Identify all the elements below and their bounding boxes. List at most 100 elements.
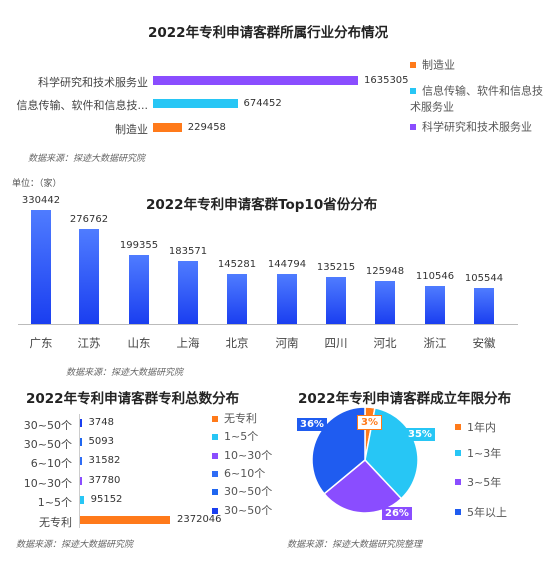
chart3-bar: [80, 496, 84, 504]
chart3-bar: [80, 477, 82, 485]
chart3-category-label: 无专利: [39, 516, 72, 529]
chart3-legend-item: 30~50个: [212, 485, 272, 499]
chart2-source: 数据来源：探迹大数据研究院: [66, 368, 184, 378]
chart2-category-label: 江苏: [77, 336, 101, 350]
chart3-value-label: 3748: [88, 417, 114, 428]
legend-swatch: [410, 62, 416, 68]
chart3-value-label: 31582: [88, 455, 121, 466]
chart2-category-label: 广东: [29, 336, 53, 350]
legend-swatch: [212, 452, 218, 459]
chart2-unit: 单位：（家）: [12, 179, 62, 189]
chart3-value-label: 5093: [88, 436, 114, 447]
legend-swatch: [455, 424, 461, 430]
legend-swatch: [212, 507, 218, 514]
chart4-slice-label: 36%: [297, 418, 327, 431]
chart3-bar: [80, 516, 170, 524]
chart1-value-label: 1635305: [364, 75, 409, 86]
chart2-bar: [277, 274, 297, 324]
chart3-legend-item: 30~50个: [212, 504, 272, 518]
legend-swatch: [212, 434, 218, 441]
chart4-slice-label: 3%: [357, 415, 382, 430]
chart4-slice-label: 35%: [405, 428, 435, 441]
chart1-category-label: 制造业: [115, 123, 148, 136]
chart4-slice-2: [323, 458, 403, 514]
chart3-legend-label: 30~50个: [224, 485, 273, 499]
chart3-legend-label: 1~5个: [224, 430, 259, 444]
chart3-bar: [80, 457, 82, 465]
chart4-title: 2022年专利申请客群成立年限分布: [298, 391, 512, 407]
legend-swatch: [410, 124, 416, 130]
chart2-value-label: 144794: [267, 259, 307, 271]
chart2-category-label: 山东: [127, 336, 151, 350]
chart1-value-label: 674452: [243, 98, 282, 109]
chart2-value-label: 145281: [217, 258, 257, 270]
chart4-legend-item: 1~3年: [455, 445, 501, 461]
chart1-legend-label: 信息传输、软件和信息技术服务业: [410, 84, 543, 114]
chart3-legend-item: 10~30个: [212, 449, 272, 463]
chart2-category-label: 北京: [225, 336, 249, 350]
chart3-legend-label: 10~30个: [224, 448, 273, 462]
chart4-legend-item: 3~5年: [455, 474, 501, 490]
legend-swatch: [212, 489, 218, 496]
chart1-legend-label: 科学研究和技术服务业: [422, 120, 532, 134]
chart1-legend-item: 信息传输、软件和信息技术服务业: [410, 83, 550, 114]
chart3-legend-label: 30~50个: [224, 503, 273, 517]
chart1-category-label: 科学研究和技术服务业: [38, 76, 148, 89]
chart3-legend-label: 6~10个: [224, 466, 266, 480]
chart1-bar: [153, 122, 182, 132]
chart3-source: 数据来源：探迹大数据研究院: [16, 540, 134, 550]
chart4-source: 数据来源：探迹大数据研究院整理: [287, 540, 423, 550]
chart1-source: 数据来源：探迹大数据研究院: [28, 154, 146, 164]
chart2-bar: [425, 285, 445, 324]
chart2-value-label: 110546: [415, 270, 455, 282]
chart3-category-label: 30~50个: [23, 438, 72, 451]
chart2-x-axis: [18, 324, 518, 325]
chart2-category-label: 浙江: [423, 336, 447, 350]
chart2-value-label: 105544: [464, 272, 504, 284]
chart4-legend-label: 5年以上: [467, 506, 507, 519]
chart2-category-label: 安徽: [472, 336, 496, 350]
chart3-value-label: 2372046: [177, 514, 222, 525]
chart1-legend-item: 制造业: [410, 57, 550, 73]
chart2-value-label: 330442: [21, 195, 61, 206]
chart1-value-label: 229458: [187, 122, 226, 133]
chart3-value-label: 37780: [88, 475, 121, 486]
chart2-bar: [474, 287, 494, 324]
legend-swatch: [455, 479, 461, 485]
chart1-legend-label: 制造业: [422, 58, 455, 72]
chart4-legend-item: 5年以上: [455, 504, 507, 520]
chart3-category-label: 10~30个: [23, 477, 72, 490]
chart1-title: 2022年专利申请客群所属行业分布情况: [148, 25, 389, 41]
chart2-category-label: 上海: [176, 336, 200, 350]
chart2-value-label: 199355: [119, 240, 159, 252]
legend-swatch: [212, 470, 218, 477]
chart3-legend-item: 1~5个: [212, 430, 258, 444]
chart2-value-label: 135215: [316, 262, 356, 274]
legend-swatch: [410, 88, 416, 94]
chart2-bar: [31, 210, 51, 324]
chart4-legend-item: 1年内: [455, 419, 496, 435]
chart2-title: 2022年专利申请客群Top10省份分布: [146, 197, 378, 213]
chart3-category-label: 1~5个: [37, 496, 72, 509]
chart2-category-label: 河北: [373, 336, 397, 350]
chart1-legend-item: 科学研究和技术服务业: [410, 119, 550, 135]
legend-swatch: [455, 509, 461, 515]
chart1-bar: [153, 75, 358, 85]
chart3-legend-item: 无专利: [212, 412, 257, 426]
chart2-bar: [129, 255, 149, 324]
chart4-legend-label: 3~5年: [467, 476, 502, 489]
chart3-category-label: 30~50个: [23, 419, 72, 432]
chart3-bar: [80, 438, 82, 446]
chart3-y-axis: [79, 414, 80, 528]
chart3-title: 2022年专利申请客群专利总数分布: [26, 391, 240, 407]
chart3-legend-item: 6~10个: [212, 467, 265, 481]
legend-swatch: [212, 416, 218, 422]
legend-swatch: [455, 450, 461, 456]
chart2-bar: [227, 273, 247, 324]
chart1-category-label: 信息传输、软件和信息技...: [16, 99, 149, 112]
chart3-category-label: 6~10个: [30, 457, 72, 470]
chart3-bar: [80, 419, 82, 427]
chart4-slice-label: 26%: [382, 507, 412, 520]
chart3-value-label: 95152: [90, 494, 123, 505]
chart2-category-label: 四川: [324, 336, 348, 350]
